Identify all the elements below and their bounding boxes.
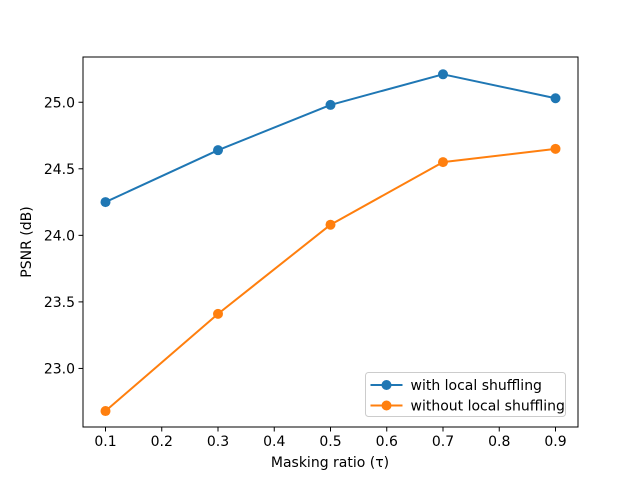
plot-border bbox=[82, 56, 579, 428]
data-point bbox=[100, 197, 111, 208]
series-line-0 bbox=[105, 73, 556, 203]
y-tick-label: 23.5 bbox=[44, 295, 75, 311]
data-point bbox=[550, 93, 561, 104]
y-tick-label: 25.0 bbox=[44, 95, 75, 111]
data-point bbox=[550, 143, 561, 154]
legend-sample-marker bbox=[381, 380, 392, 390]
x-tick-label: 0.5 bbox=[319, 434, 341, 450]
x-tick-label: 0.3 bbox=[207, 434, 229, 450]
data-point bbox=[213, 145, 223, 156]
data-point bbox=[325, 99, 336, 110]
x-axis: 0.1 0.2 0.3 0.4 0.5 0.6 0.7 0.8 0.9 bbox=[94, 427, 567, 450]
data-point bbox=[213, 308, 223, 319]
x-tick-label: 0.9 bbox=[544, 434, 566, 450]
y-tick-label: 23.0 bbox=[44, 361, 75, 377]
series-line-1 bbox=[104, 147, 556, 412]
data-point bbox=[100, 406, 111, 417]
x-tick-label: 0.4 bbox=[263, 434, 285, 450]
data-point bbox=[325, 219, 336, 230]
x-tick-label: 0.6 bbox=[376, 434, 398, 450]
x-tick-label: 0.2 bbox=[151, 434, 173, 450]
y-tick-label: 24.5 bbox=[44, 162, 75, 178]
x-tick-label: 0.7 bbox=[432, 434, 454, 450]
x-tick-label: 0.1 bbox=[94, 434, 116, 450]
legend-sample-marker bbox=[381, 400, 392, 411]
x-tick-label: 0.8 bbox=[488, 434, 510, 450]
legend-label: without local shuffling bbox=[411, 399, 565, 415]
x-axis-label: Masking ratio (τ) bbox=[271, 455, 389, 471]
data-point bbox=[438, 69, 448, 80]
legend-box bbox=[365, 372, 566, 417]
data-point bbox=[438, 157, 448, 168]
series-group bbox=[100, 69, 561, 417]
y-tick-label: 24.0 bbox=[44, 228, 75, 244]
y-axis: 23.0 23.5 24.0 24.5 25.0 bbox=[44, 95, 83, 377]
legend-label: with local shuffling bbox=[411, 378, 542, 394]
legend: with local shuffling without local shuffl… bbox=[365, 372, 566, 417]
y-axis-label: PSNR (dB) bbox=[19, 206, 35, 277]
